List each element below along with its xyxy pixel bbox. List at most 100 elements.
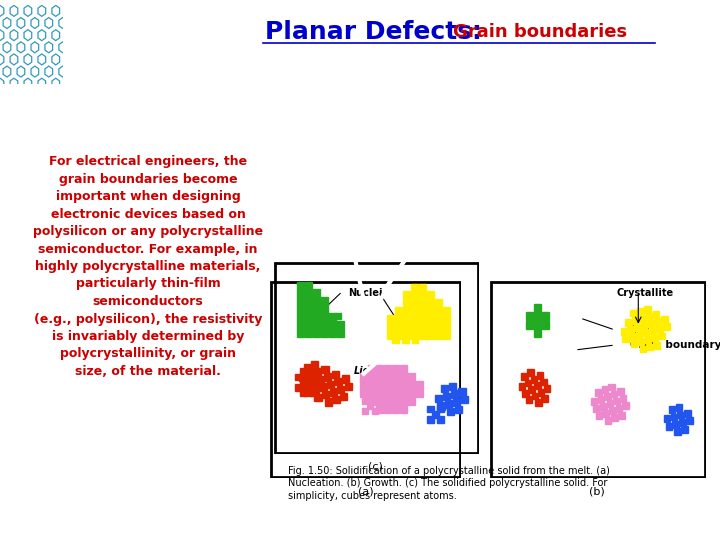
Bar (402, 326, 408, 333)
Bar (376, 381, 383, 389)
Bar (631, 309, 637, 316)
Bar (598, 396, 604, 403)
Bar (621, 328, 627, 335)
Bar (681, 426, 688, 433)
Bar (310, 389, 316, 396)
Bar (647, 343, 653, 350)
Bar (666, 423, 672, 429)
Bar (410, 332, 418, 339)
Bar (320, 329, 328, 337)
Bar (362, 397, 369, 404)
Bar (315, 394, 322, 401)
Bar (322, 391, 329, 399)
Bar (332, 370, 339, 378)
Bar (427, 416, 433, 423)
Bar (376, 373, 383, 381)
Bar (306, 371, 314, 379)
Bar (686, 417, 693, 424)
Bar (412, 326, 418, 333)
Bar (419, 300, 426, 307)
Bar (541, 395, 548, 402)
Bar (410, 284, 418, 291)
Bar (309, 317, 315, 324)
Bar (395, 307, 402, 315)
Bar (392, 315, 399, 322)
Bar (305, 374, 311, 381)
Bar (367, 402, 374, 409)
Bar (435, 300, 442, 307)
Bar (330, 388, 337, 396)
Bar (297, 298, 304, 305)
Bar (648, 320, 654, 327)
Bar (622, 335, 629, 342)
Bar (521, 373, 528, 380)
Bar (618, 388, 624, 395)
Text: Fig. 1.50: Solidification of a polycrystalline solid from the melt. (a)
Nucleati: Fig. 1.50: Solidification of a polycryst… (288, 466, 610, 501)
Bar (419, 315, 426, 323)
Bar (419, 323, 426, 331)
Bar (297, 321, 304, 329)
Bar (447, 408, 454, 415)
Bar (607, 400, 613, 407)
Bar (309, 379, 316, 386)
Bar (395, 332, 402, 339)
Bar (443, 307, 450, 315)
Bar (632, 317, 639, 323)
Bar (427, 300, 434, 307)
Bar (443, 323, 450, 331)
Bar (620, 395, 626, 402)
Bar (376, 406, 383, 413)
Bar (410, 315, 418, 323)
Bar (408, 389, 415, 397)
Bar (294, 384, 301, 391)
Bar (387, 323, 394, 331)
Bar (336, 313, 341, 319)
Bar (408, 381, 415, 389)
Bar (305, 384, 311, 391)
Bar (402, 300, 410, 307)
Bar (312, 321, 320, 329)
Bar (644, 306, 650, 313)
Bar (384, 406, 391, 413)
Bar (643, 329, 649, 336)
Bar (372, 397, 378, 404)
Bar (395, 315, 402, 323)
Bar (297, 306, 304, 313)
Bar (305, 306, 312, 313)
Bar (435, 307, 442, 315)
Bar (402, 315, 408, 322)
Bar (368, 381, 375, 389)
Bar (675, 404, 682, 411)
Bar (312, 329, 320, 337)
Bar (526, 321, 534, 329)
Bar (305, 389, 312, 396)
Bar (362, 408, 369, 415)
Bar (670, 414, 677, 421)
Bar (337, 321, 344, 329)
Bar (427, 315, 434, 323)
Bar (419, 332, 426, 339)
Text: For electrical engineers, the
grain boundaries become
important when designing
e: For electrical engineers, the grain boun… (33, 155, 263, 378)
Bar (360, 389, 367, 397)
Bar (332, 396, 340, 403)
Bar (435, 315, 442, 323)
Bar (534, 382, 541, 389)
Bar (634, 324, 641, 331)
Bar (397, 331, 403, 338)
Bar (541, 379, 547, 386)
Bar (297, 289, 304, 297)
Bar (605, 417, 611, 423)
Bar (616, 404, 622, 411)
Bar (534, 329, 541, 338)
Bar (315, 317, 322, 324)
Bar (328, 321, 336, 329)
Text: Crystallite: Crystallite (617, 288, 674, 298)
Bar (309, 325, 315, 332)
Bar (609, 407, 616, 414)
Bar (305, 281, 312, 289)
Bar (400, 373, 407, 381)
Bar (437, 416, 444, 423)
Bar (449, 383, 456, 390)
Bar (312, 289, 320, 297)
Bar (649, 327, 656, 334)
